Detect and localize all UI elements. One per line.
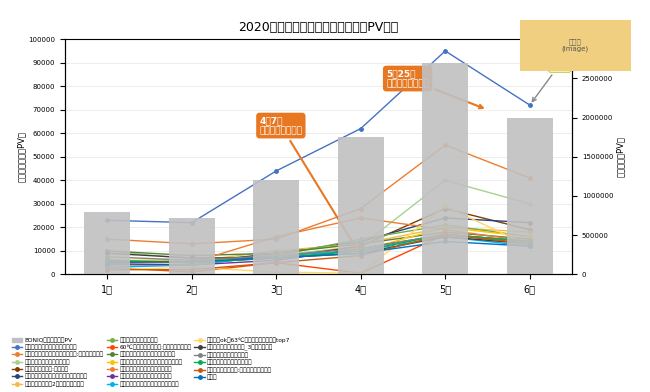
Bar	[337, 137, 384, 274]
Bar	[84, 212, 131, 274]
Bar	[422, 63, 469, 274]
Title: 2020年上半期低温調理人気レシピPV推移: 2020年上半期低温調理人気レシピPV推移	[239, 21, 398, 34]
Bar	[168, 218, 215, 274]
Text: 4月7日
緊急事態宣言発令: 4月7日 緊急事態宣言発令	[259, 116, 358, 251]
Y-axis label: 折れ線グラフ（PV）: 折れ線グラフ（PV）	[16, 131, 25, 182]
Text: 蒸し鶏
(image): 蒸し鶏 (image)	[562, 38, 589, 52]
Bar	[506, 118, 553, 274]
Legend: BONIQレシピサイトPV, 究極！史上最強に柔らかい蒸し鶏, 牛ももローストビーフの低温調理:塩のタイミング, フォアグラみたいな鶏レバー, 豚ばらの低温調理: BONIQレシピサイトPV, 究極！史上最強に柔らかい蒸し鶏, 牛ももローストビ…	[9, 335, 292, 389]
Text: 蒸し鶏: 蒸し鶏	[532, 60, 569, 102]
Text: 5月25日
緊急事態宣言解除: 5月25日 緊急事態宣言解除	[386, 69, 483, 108]
Bar	[253, 180, 300, 274]
Y-axis label: 棒グラフ（PV）: 棒グラフ（PV）	[616, 136, 625, 177]
